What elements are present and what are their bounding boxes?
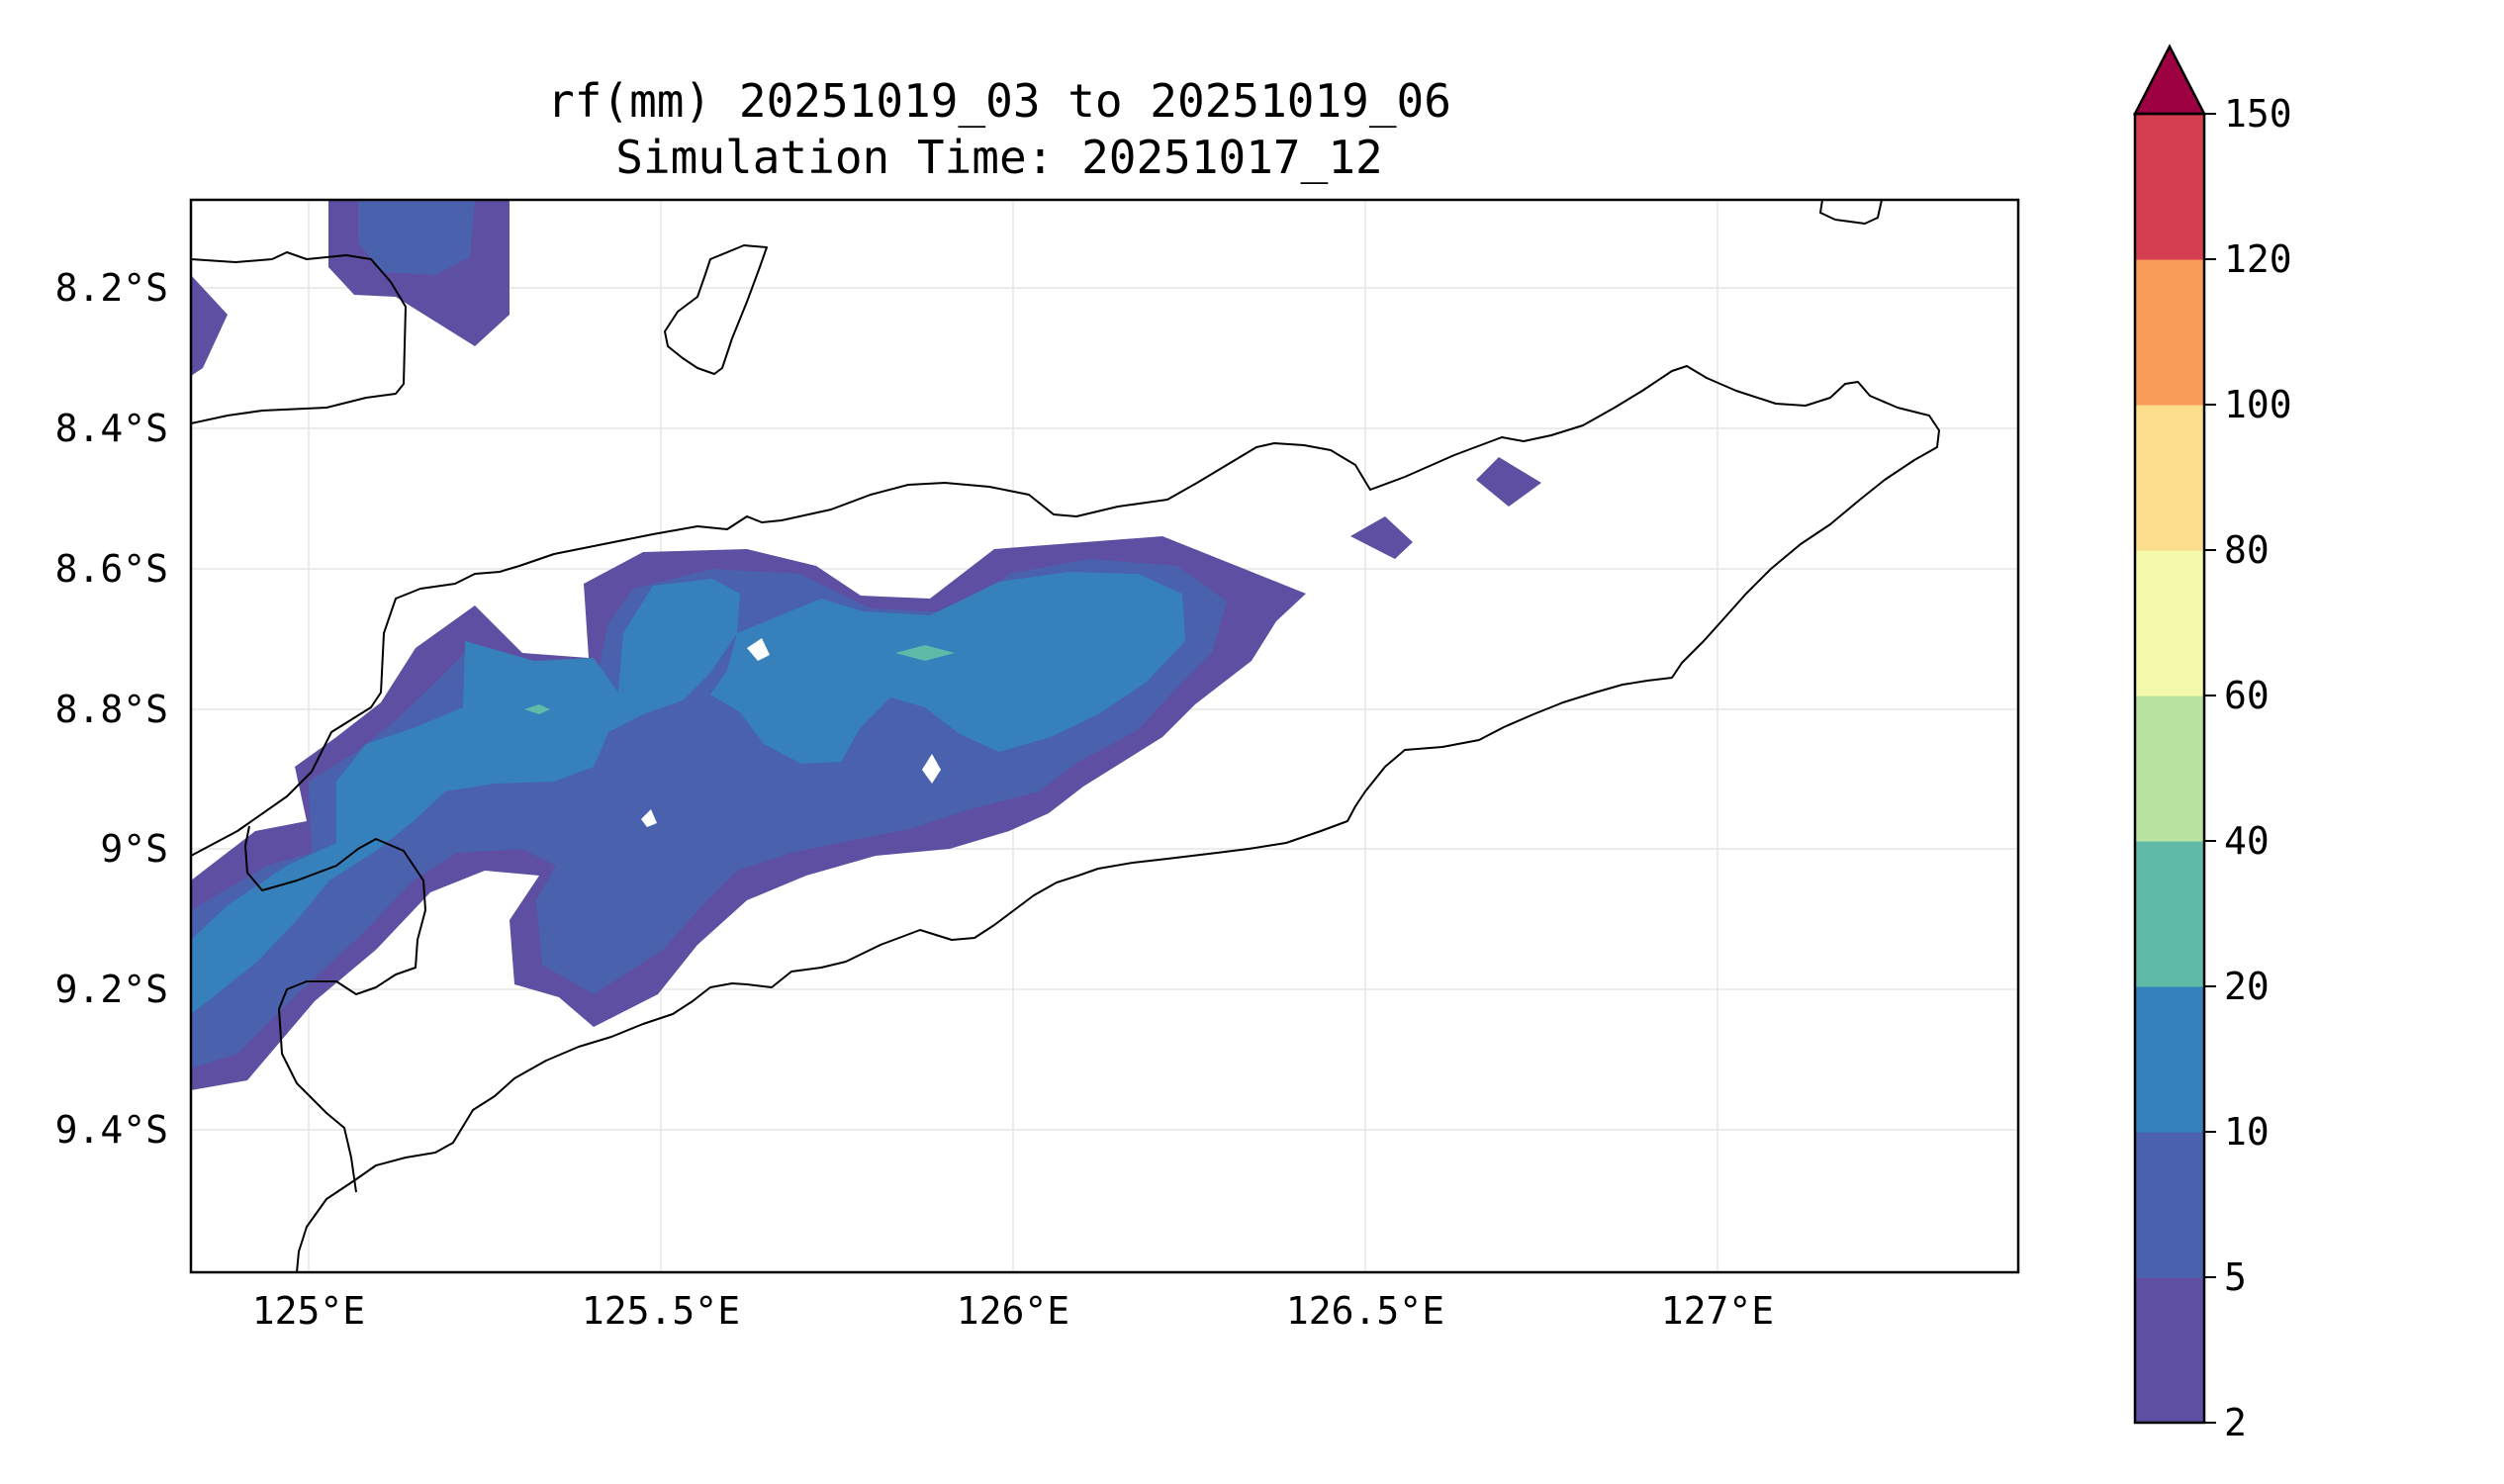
contour-level-20-40 (524, 645, 955, 714)
coastline-alor-island (191, 251, 407, 424)
x-tick-label: 126°E (957, 1289, 1069, 1333)
colorbar-tick-label: 80 (2224, 528, 2270, 572)
rainfall-contours (191, 200, 1541, 1090)
colorbar-segment (2135, 986, 2204, 1133)
coastlines (191, 200, 1940, 1272)
dry-hole-2 (922, 754, 941, 784)
colorbar-segment (2135, 405, 2204, 551)
coastline-timor-inner-border (244, 825, 426, 1193)
dry-hole-3 (641, 809, 657, 827)
colorbar: 2 5 10 20 40 60 80 100 120 150 (2132, 44, 2292, 1444)
colorbar-segment (2135, 550, 2204, 696)
x-tick-label: 127°E (1661, 1289, 1774, 1333)
colorbar-tick-label: 10 (2224, 1110, 2270, 1154)
rain-area-west-edge (191, 275, 228, 376)
coastline-wetar-edge (1819, 200, 1883, 225)
rain-area-core-east (710, 572, 1185, 764)
colorbar-tick-label: 100 (2224, 383, 2292, 426)
colorbar-tick-label: 60 (2224, 674, 2270, 717)
colorbar-tick-label: 2 (2224, 1401, 2247, 1444)
x-tick-label: 126.5°E (1286, 1289, 1444, 1333)
map-title-line-1: rf(mm) 20251019_03 to 20251019_06 (547, 74, 1451, 128)
colorbar-tick-label: 40 (2224, 819, 2270, 863)
y-tick-label: 9.4°S (55, 1108, 168, 1152)
colorbar-tick-label: 150 (2224, 92, 2292, 136)
colorbar-segment (2135, 114, 2204, 260)
x-tick-label: 125°E (252, 1289, 365, 1333)
map-frame (189, 198, 2020, 1274)
colorbar-tick-label: 5 (2224, 1255, 2247, 1299)
colorbar-extend-triangle (2132, 44, 2207, 116)
y-tick-label: 8.6°S (55, 547, 168, 591)
colorbar-segment (2135, 1277, 2204, 1424)
colorbar-tick-label: 20 (2224, 965, 2270, 1008)
rain-area-islet-east (1350, 516, 1413, 559)
x-tick-label: 125.5°E (582, 1289, 740, 1333)
rain-area-islet-far-east (1476, 457, 1541, 507)
y-tick-label: 8.8°S (55, 688, 168, 731)
y-axis-ticks: 8.2°S 8.4°S 8.6°S 8.8°S 9°S 9.2°S 9.4°S (55, 266, 168, 1152)
rain-area-core-center (191, 579, 740, 1014)
coastline-timor-north (191, 365, 1940, 1272)
y-tick-label: 9°S (100, 827, 168, 871)
y-tick-label: 8.2°S (55, 266, 168, 310)
colorbar-segment (2135, 696, 2204, 842)
colorbar-segment (2135, 841, 2204, 987)
colorbar-tick-label: 120 (2224, 237, 2292, 281)
dry-holes (641, 638, 941, 827)
rain-area-northwest-top-5-10 (358, 200, 475, 275)
colorbar-segment (2135, 1132, 2204, 1278)
map-title-line-2: Simulation Time: 20251017_12 (615, 131, 1382, 184)
y-tick-label: 8.4°S (55, 407, 168, 450)
y-tick-label: 9.2°S (55, 968, 168, 1011)
rain-area-peak-1 (895, 645, 955, 661)
rain-area-peak-2 (524, 704, 550, 714)
colorbar-segment (2135, 259, 2204, 406)
coastline-small-island-north (664, 244, 768, 375)
x-axis-ticks: 125°E 125.5°E 126°E 126.5°E 127°E (252, 1289, 1774, 1333)
dry-hole-1 (747, 638, 770, 661)
contour-level-10-20 (191, 572, 1185, 1014)
colorbar-outline (2133, 112, 2206, 1425)
